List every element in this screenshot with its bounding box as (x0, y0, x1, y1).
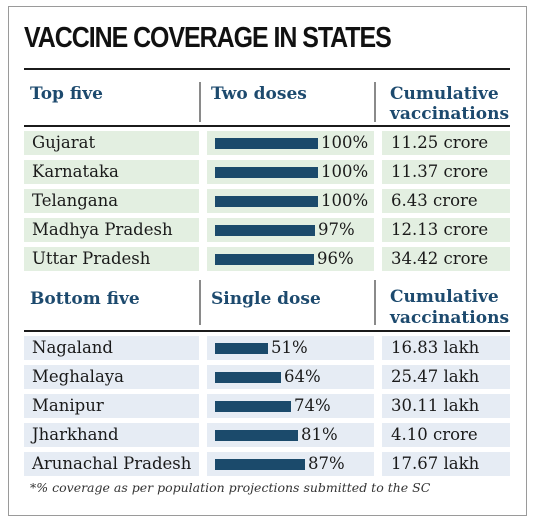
column-separator (199, 82, 201, 122)
coverage-percent-label: 100% (321, 191, 369, 210)
cumulative-vaccinations: 11.37 crore (391, 162, 489, 181)
coverage-bar (215, 343, 268, 354)
coverage-percent-label: 81% (301, 425, 338, 444)
column-gap (374, 189, 382, 213)
bottom-five-header: Bottom five (30, 289, 140, 309)
cumulative-vaccinations: 25.47 lakh (391, 367, 480, 386)
infographic-frame (8, 6, 527, 516)
state-name: Gujarat (32, 133, 96, 152)
column-separator (374, 82, 376, 122)
two-doses-header: Two doses (211, 84, 307, 104)
title-underline (24, 68, 510, 70)
column-gap (374, 218, 382, 242)
coverage-bar (215, 372, 281, 383)
column-gap (374, 423, 382, 447)
coverage-percent-label: 97% (318, 220, 355, 239)
coverage-bar (215, 254, 314, 265)
cumulative-header-line2: vaccinations (390, 308, 510, 328)
column-gap (199, 423, 207, 447)
cumulative-vaccinations: 17.67 lakh (391, 454, 480, 473)
column-gap (199, 365, 207, 389)
column-gap (374, 160, 382, 184)
column-separator (199, 280, 201, 325)
coverage-bar (215, 138, 318, 149)
coverage-bar (215, 167, 318, 178)
coverage-percent-label: 96% (317, 249, 354, 268)
cumulative-header-line2: vaccinations (390, 104, 510, 124)
column-gap (199, 189, 207, 213)
coverage-percent-label: 100% (321, 162, 369, 181)
top-header-rule (24, 125, 510, 127)
column-gap (374, 452, 382, 476)
cumulative-vaccinations: 34.42 crore (391, 249, 489, 268)
coverage-bar (215, 430, 298, 441)
coverage-percent-label: 64% (284, 367, 321, 386)
state-name: Telangana (32, 191, 119, 210)
cumulative-vaccinations: 16.83 lakh (391, 338, 480, 357)
cumulative-vaccinations: 4.10 crore (391, 425, 478, 444)
state-name: Manipur (32, 396, 104, 415)
coverage-percent-label: 100% (321, 133, 369, 152)
chart-title: VACCINE COVERAGE IN STATES (24, 22, 392, 54)
coverage-bar (215, 401, 291, 412)
cumulative-header-line1: Cumulative (390, 287, 499, 307)
state-name: Meghalaya (32, 367, 124, 386)
single-dose-header: Single dose (211, 289, 321, 309)
column-gap (199, 452, 207, 476)
column-gap (199, 394, 207, 418)
bottom-header-rule (24, 330, 510, 332)
column-gap (374, 131, 382, 155)
column-gap (199, 160, 207, 184)
state-name: Jharkhand (32, 425, 119, 444)
cumulative-vaccinations: 6.43 crore (391, 191, 478, 210)
column-gap (374, 336, 382, 360)
state-name: Madhya Pradesh (32, 220, 173, 239)
footnote: *% coverage as per population projection… (30, 480, 431, 495)
state-name: Uttar Pradesh (32, 249, 151, 268)
cumulative-vaccinations: 30.11 lakh (391, 396, 480, 415)
coverage-bar (215, 459, 305, 470)
coverage-percent-label: 87% (308, 454, 345, 473)
cumulative-vaccinations: 11.25 crore (391, 133, 489, 152)
coverage-percent-label: 51% (271, 338, 308, 357)
cumulative-vaccinations: 12.13 crore (391, 220, 489, 239)
cumulative-header-line1: Cumulative (390, 84, 499, 104)
column-gap (199, 247, 207, 271)
coverage-bar (215, 225, 315, 236)
coverage-bar (215, 196, 318, 207)
column-gap (374, 394, 382, 418)
column-gap (199, 218, 207, 242)
coverage-percent-label: 74% (294, 396, 331, 415)
column-gap (199, 131, 207, 155)
column-gap (374, 247, 382, 271)
state-name: Karnataka (32, 162, 119, 181)
column-separator (374, 280, 376, 325)
column-gap (374, 365, 382, 389)
column-gap (199, 336, 207, 360)
state-name: Arunachal Pradesh (32, 454, 192, 473)
state-name: Nagaland (32, 338, 113, 357)
top-five-header: Top five (30, 84, 103, 104)
